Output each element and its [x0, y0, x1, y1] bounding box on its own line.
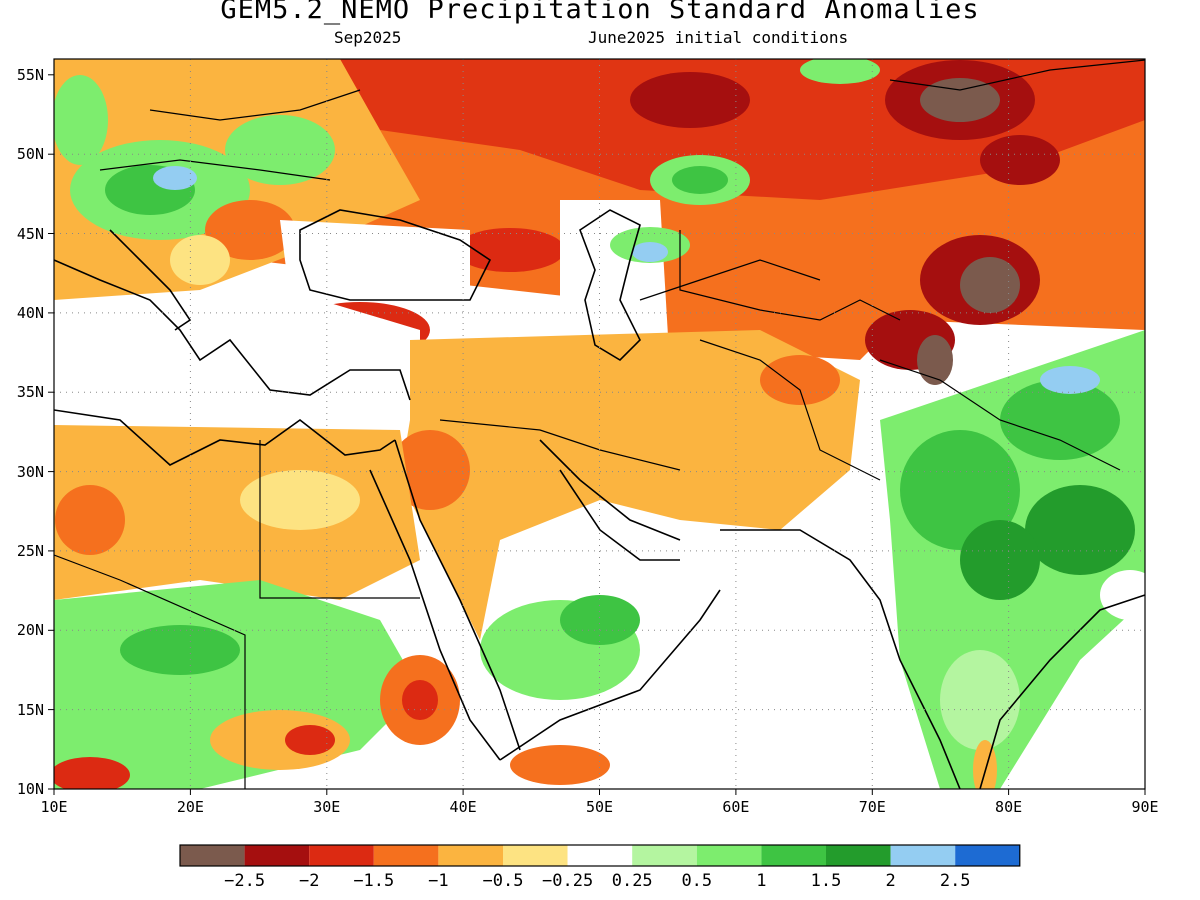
- anomaly-region: [402, 680, 438, 720]
- colorbar-swatch: [567, 845, 633, 866]
- anomaly-region: [960, 520, 1040, 600]
- lon-tick-label: 10E: [40, 798, 67, 816]
- anomaly-region: [632, 242, 668, 262]
- anomaly-region: [917, 335, 953, 385]
- colorbar-swatch: [632, 845, 697, 866]
- colorbar-swatch: [438, 845, 503, 866]
- colorbar-swatch: [373, 845, 439, 866]
- lat-tick-label: 20N: [17, 621, 44, 639]
- tick-marks: [48, 74, 1146, 795]
- lon-axis: 10E 20E 30E 40E 50E 60E 70E 80E 90E: [40, 798, 1158, 816]
- lon-tick-label: 20E: [177, 798, 204, 816]
- anomaly-region: [900, 430, 1020, 550]
- colorbar-swatch: [890, 845, 956, 866]
- anomaly-region: [800, 59, 880, 84]
- lat-tick-label: 55N: [17, 66, 44, 84]
- anomaly-region: [1100, 570, 1145, 620]
- lat-tick-label: 25N: [17, 542, 44, 560]
- lon-tick-label: 50E: [586, 798, 613, 816]
- lon-tick-label: 70E: [859, 798, 886, 816]
- colorbar-label: −2: [299, 871, 319, 891]
- lat-tick-label: 10N: [17, 780, 44, 798]
- anomaly-region: [920, 78, 1000, 122]
- initial-conditions: June2025 initial conditions: [588, 28, 849, 47]
- anomaly-region: [225, 115, 335, 185]
- colorbar-swatch: [826, 845, 891, 866]
- anomaly-region: [940, 650, 1020, 750]
- lon-tick-label: 90E: [1131, 798, 1158, 816]
- colorbar-label: −2.5: [224, 871, 265, 891]
- anomaly-region: [1040, 366, 1100, 394]
- colorbar-label: 0.5: [681, 871, 712, 891]
- anomaly-region: [205, 200, 295, 260]
- colorbar-swatch: [503, 845, 568, 866]
- anomaly-region: [980, 135, 1060, 185]
- colorbar-swatch: [761, 845, 826, 866]
- anomaly-region: [1025, 485, 1135, 575]
- coastlines: [54, 59, 1145, 789]
- anomaly-region: [455, 228, 565, 272]
- anomaly-field: [54, 59, 1145, 789]
- anomaly-region: [400, 330, 860, 640]
- colorbar-label: −0.5: [483, 871, 524, 891]
- colorbar-swatch: [244, 845, 310, 866]
- anomaly-region: [285, 725, 335, 755]
- anomaly-region: [280, 220, 470, 300]
- anomaly-region: [153, 166, 197, 190]
- colorbar: [179, 844, 1021, 867]
- anomaly-region: [510, 745, 610, 785]
- anomaly-region: [630, 72, 750, 128]
- anomaly-region: [1000, 380, 1120, 460]
- colorbar-swatch: [696, 845, 762, 866]
- anomaly-region: [54, 757, 130, 789]
- colorbar-label: −1: [428, 871, 448, 891]
- forecast-month: Sep2025: [334, 28, 402, 47]
- anomaly-region: [960, 257, 1020, 313]
- colorbar-label: 2.5: [940, 871, 971, 891]
- colorbar-label: 1: [756, 871, 766, 891]
- lat-tick-label: 35N: [17, 383, 44, 401]
- anomaly-region: [560, 595, 640, 645]
- anomaly-region: [54, 75, 108, 165]
- anomaly-region: [120, 625, 240, 675]
- lon-tick-label: 40E: [450, 798, 477, 816]
- lon-tick-label: 80E: [995, 798, 1022, 816]
- colorbar-labels: −2.5 −2 −1.5 −1 −0.5 −0.25 0.25 0.5 1 1.…: [224, 871, 970, 891]
- lat-tick-label: 30N: [17, 463, 44, 481]
- colorbar-label: 1.5: [811, 871, 842, 891]
- lat-tick-label: 15N: [17, 701, 44, 719]
- anomaly-region: [54, 425, 420, 600]
- lon-tick-label: 60E: [722, 798, 749, 816]
- anomaly-region: [55, 485, 125, 555]
- map-title: GEM5.2_NEMO Precipitation Standard Anoma…: [220, 0, 980, 25]
- anomaly-region: [760, 355, 840, 405]
- lat-tick-label: 50N: [17, 145, 44, 163]
- lat-axis: 55N 50N 45N 40N 35N 30N 25N 20N 15N 10N: [17, 66, 44, 798]
- anomaly-region: [672, 166, 728, 194]
- colorbar-label: −0.25: [542, 871, 593, 891]
- colorbar-label: 0.25: [612, 871, 653, 891]
- colorbar-label: 2: [885, 871, 895, 891]
- anomaly-region: [620, 520, 900, 789]
- colorbar-frame: [179, 844, 1021, 867]
- anomaly-region: [170, 235, 230, 285]
- anomaly-region: [240, 470, 360, 530]
- colorbar-swatch: [955, 845, 1020, 866]
- lon-tick-label: 30E: [313, 798, 340, 816]
- anomaly-region: [54, 300, 420, 440]
- colorbar-swatch: [309, 845, 374, 866]
- lat-tick-label: 45N: [17, 225, 44, 243]
- colorbar-label: −1.5: [353, 871, 394, 891]
- lat-tick-label: 40N: [17, 304, 44, 322]
- colorbar-swatch: [180, 845, 245, 866]
